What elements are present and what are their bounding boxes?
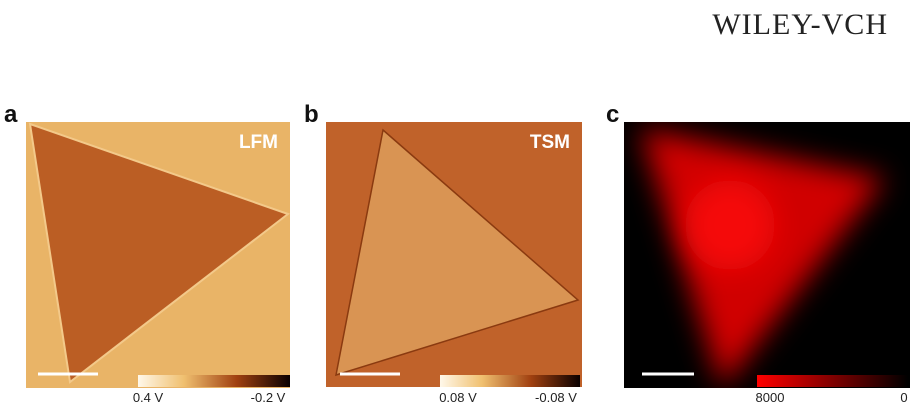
mode-label: LFM — [239, 132, 278, 153]
colorbar-label: 8000 — [756, 390, 785, 405]
colorbar — [757, 375, 908, 387]
flake — [28, 122, 291, 384]
mode-label: TSM — [530, 132, 570, 153]
panel-label: b — [304, 101, 319, 128]
flake — [335, 128, 580, 377]
colorbar-label: 0.4 V — [133, 390, 164, 405]
colorbar — [440, 375, 580, 387]
colorbar — [138, 375, 290, 387]
colorbar-label: 0.08 V — [439, 390, 477, 405]
colorbar-label: -0.08 V — [535, 390, 577, 405]
panel-label: a — [4, 101, 18, 128]
flake-glow — [685, 180, 775, 270]
colorbar-label: 0 — [900, 390, 907, 405]
logo: WILEY-VCH — [712, 8, 888, 41]
colorbar-label: -0.2 V — [251, 390, 286, 405]
panel-label: c — [606, 101, 619, 128]
